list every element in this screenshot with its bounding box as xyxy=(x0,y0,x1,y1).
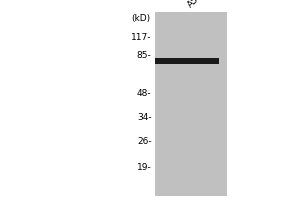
Text: 19-: 19- xyxy=(137,164,152,172)
Text: 85-: 85- xyxy=(137,51,152,60)
Text: 48-: 48- xyxy=(137,88,152,98)
Text: 34-: 34- xyxy=(137,112,152,121)
Bar xyxy=(154,58,219,64)
Text: A549: A549 xyxy=(186,0,209,9)
Text: (kD): (kD) xyxy=(131,14,150,22)
Text: 26-: 26- xyxy=(137,138,152,146)
Text: 117-: 117- xyxy=(131,32,152,42)
Bar xyxy=(154,12,226,196)
